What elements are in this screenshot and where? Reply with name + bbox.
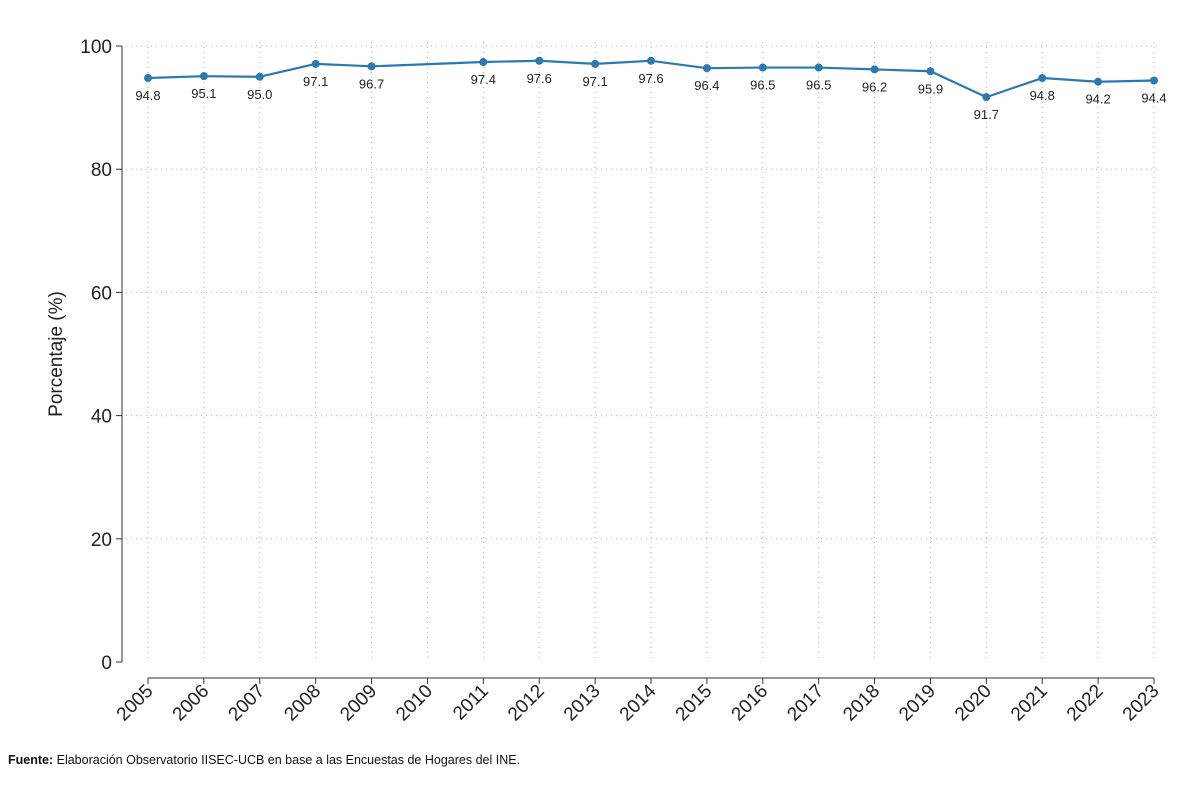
y-tick-label: 40 — [91, 407, 112, 428]
data-point — [479, 58, 488, 67]
x-tick-label: 2019 — [895, 681, 940, 726]
data-label: 96.4 — [694, 78, 719, 93]
x-tick-label: 2018 — [839, 681, 884, 726]
data-point — [199, 72, 208, 81]
data-point — [591, 59, 600, 68]
data-label: 97.4 — [471, 72, 496, 87]
y-tick-label: 0 — [101, 653, 112, 674]
data-label: 96.5 — [806, 78, 831, 93]
data-point — [1094, 77, 1103, 86]
series-line — [147, 59, 1155, 99]
data-point — [702, 64, 711, 73]
y-axis-label: Porcentaje (%) — [46, 291, 67, 417]
x-tick-label: 2009 — [336, 681, 381, 726]
data-label: 97.1 — [303, 74, 328, 89]
data-point — [647, 56, 655, 65]
data-label: 94.8 — [1030, 88, 1055, 103]
y-axis-ticks: 0 20 40 60 80 100 — [80, 37, 122, 674]
source-footnote: Fuente: Elaboración Observatorio IISEC-U… — [8, 753, 520, 767]
x-tick-label: 2015 — [672, 681, 717, 726]
data-point — [311, 59, 320, 68]
data-point — [255, 72, 264, 81]
data-point — [926, 67, 935, 76]
data-label: 94.2 — [1085, 92, 1110, 107]
data-points — [144, 56, 1158, 102]
data-label: 95.0 — [247, 87, 272, 102]
data-point — [982, 93, 991, 102]
x-tick-label: 2020 — [951, 681, 996, 726]
data-label: 96.5 — [750, 78, 775, 93]
data-label: 94.4 — [1141, 90, 1166, 105]
data-point — [1038, 74, 1047, 83]
x-tick-label: 2013 — [560, 681, 605, 726]
grid-lines — [126, 42, 1160, 662]
data-point — [1150, 76, 1158, 85]
data-label: 96.7 — [359, 76, 384, 91]
data-label: 97.1 — [582, 74, 607, 89]
data-labels: 94.8 95.1 95.0 97.1 96.7 97.4 97.6 97.1 97.6 96.4… — [135, 71, 1166, 122]
data-point — [535, 56, 544, 65]
x-tick-label: 2017 — [783, 681, 828, 726]
x-tick-label: 2008 — [280, 681, 325, 726]
data-label: 95.9 — [918, 81, 943, 96]
data-point — [367, 62, 376, 71]
source-text: Elaboración Observatorio IISEC-UCB en ba… — [53, 753, 521, 767]
data-label: 95.1 — [191, 86, 216, 101]
data-point — [814, 63, 823, 72]
data-point — [758, 63, 767, 72]
y-tick-label: 100 — [80, 37, 112, 58]
source-label: Fuente: — [8, 753, 54, 767]
y-tick-label: 20 — [91, 530, 112, 551]
data-label: 94.8 — [135, 88, 160, 103]
x-tick-label: 2022 — [1063, 681, 1108, 726]
x-tick-label: 2007 — [225, 681, 270, 726]
y-tick-label: 60 — [91, 283, 112, 304]
x-tick-label: 2016 — [728, 681, 773, 726]
y-tick-label: 80 — [91, 160, 112, 181]
x-tick-label: 2005 — [113, 681, 158, 726]
axes — [121, 46, 1154, 679]
x-tick-label: 2014 — [616, 680, 661, 725]
x-tick-label: 2006 — [169, 681, 214, 726]
series-line-path — [147, 59, 1155, 99]
x-tick-label: 2010 — [392, 681, 437, 726]
data-label: 97.6 — [638, 71, 663, 86]
x-tick-label: 2021 — [1007, 681, 1052, 726]
line-chart: 0 20 40 60 80 100 2005 2006 2007 2008 2009 2010 201… — [46, 37, 1167, 725]
data-label: 91.7 — [974, 107, 999, 122]
x-tick-label: 2011 — [449, 681, 493, 725]
data-point — [144, 74, 152, 83]
data-point — [870, 65, 879, 74]
x-axis-ticks: 2005 2006 2007 2008 2009 2010 2011 2012 2013 2014… — [113, 678, 1164, 725]
x-tick-label: 2023 — [1119, 681, 1164, 726]
data-label: 96.2 — [862, 79, 887, 94]
data-label: 97.6 — [527, 71, 552, 86]
x-tick-label: 2012 — [504, 681, 549, 726]
